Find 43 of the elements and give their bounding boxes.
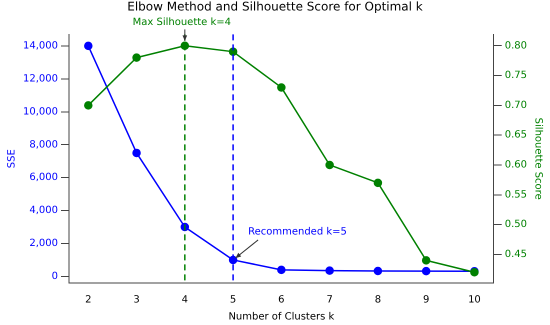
point (132, 53, 141, 62)
point (325, 160, 334, 170)
y2-tick-label: 0.75 (504, 70, 527, 82)
point (374, 266, 382, 276)
point (422, 256, 430, 265)
point (422, 266, 430, 276)
x-tick-label: 5 (230, 294, 236, 306)
y2-tick-label: 0.55 (504, 189, 527, 200)
y-tick-label: 8,000 (29, 139, 58, 150)
x-tick-label: 3 (133, 294, 140, 306)
y-tick-label: 0 (52, 271, 58, 282)
x-tick-label: 4 (182, 294, 188, 306)
point (132, 148, 141, 158)
y-tick-label: 10,000 (22, 106, 58, 118)
y-tick-label: 6,000 (29, 172, 58, 184)
x-tick-label: 6 (278, 294, 285, 306)
x-tick-label: 8 (374, 294, 382, 306)
y2-tick-label: 0.50 (504, 219, 527, 230)
x-tick-label: 2 (85, 294, 92, 306)
y2-tick-label: 0.70 (504, 100, 527, 111)
y-tick-label: 4,000 (29, 205, 58, 216)
x-tick-label: 7 (326, 294, 333, 306)
y-axis-title: SSE (6, 149, 18, 168)
x-tick-label: 10 (468, 294, 481, 306)
annotation: Max Silhouette k=4 (132, 16, 232, 28)
y-tick-label: 2,000 (29, 238, 58, 250)
y2-tick-label: 0.45 (504, 248, 527, 260)
y2-tick-label: 0.80 (504, 40, 527, 52)
x-axis-title: Number of Clusters k (228, 312, 334, 323)
point (374, 178, 382, 188)
x-tick-label: 9 (422, 294, 430, 306)
y2-tick-label: 0.65 (504, 130, 527, 141)
point (277, 266, 286, 274)
y2-axis-title: Silhouette Score (532, 118, 544, 200)
annotation: Recommended k=5 (248, 226, 347, 238)
chart-title: Elbow Method and Silhouette Score for Optimal k (127, 0, 423, 14)
point (325, 266, 334, 275)
y2-tick-label: 0.60 (504, 160, 527, 171)
point (84, 42, 93, 50)
point (84, 101, 93, 110)
y-tick-label: 14,000 (22, 40, 58, 52)
y-tick-label: 12,000 (22, 73, 58, 84)
point (277, 83, 286, 92)
